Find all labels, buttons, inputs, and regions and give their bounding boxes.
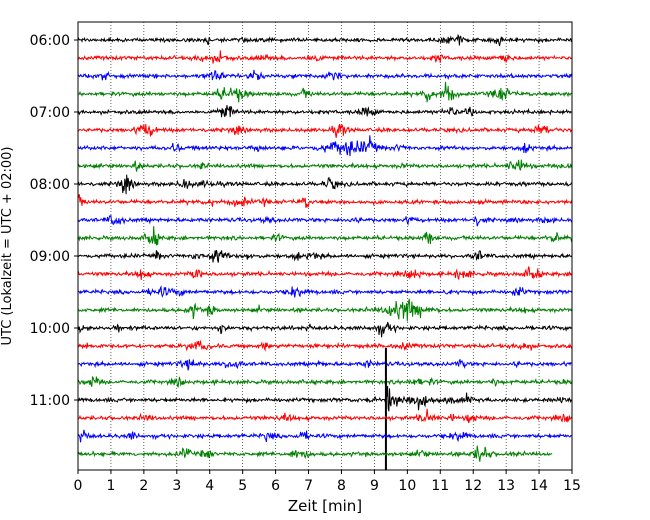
trace-1130 (77, 429, 573, 443)
x-axis-label: Zeit [min] (288, 497, 362, 515)
x-tick-label: 4 (205, 478, 214, 494)
x-tick-label: 2 (139, 478, 148, 494)
trace-0600 (77, 33, 573, 47)
y-tick-label: 09:00 (30, 249, 70, 265)
trace-0945 (78, 298, 573, 322)
y-tick-label: 07:00 (30, 105, 70, 121)
trace-0730 (77, 135, 572, 157)
x-tick-label: 9 (370, 478, 379, 494)
plot-frame (77, 21, 573, 471)
trace-0830 (77, 214, 573, 227)
x-tick-label: 7 (304, 478, 313, 494)
x-tick-label: 5 (238, 478, 247, 494)
trace-0645 (77, 81, 573, 103)
trace-0630 (77, 69, 573, 81)
y-tick-label: 08:00 (30, 177, 70, 193)
x-tick-label: 10 (398, 478, 416, 494)
trace-1145 (77, 445, 553, 462)
trace-0845 (77, 226, 573, 246)
trace-0900 (77, 249, 573, 263)
trace-1000 (77, 321, 573, 338)
x-tick-label: 12 (464, 478, 482, 494)
trace-1045 (77, 375, 573, 389)
x-tick-label: 11 (431, 478, 449, 494)
trace-0800 (77, 174, 573, 195)
x-tick-label: 15 (563, 478, 581, 494)
x-tick-label: 0 (74, 478, 83, 494)
trace-0915 (77, 266, 573, 281)
y-tick-label: 11:00 (30, 393, 70, 409)
x-axis-ticks: 0 1 2 3 4 5 6 7 8 9 10 11 12 13 14 15 (74, 470, 581, 494)
y-axis-ticks: 06:00 07:00 08:00 09:00 10:00 11:00 (30, 33, 78, 409)
trace-0745 (77, 159, 573, 172)
trace-1100 (77, 385, 573, 412)
grid-lines (77, 22, 573, 470)
trace-0615 (77, 50, 573, 64)
trace-1115 (77, 408, 573, 424)
x-tick-label: 3 (172, 478, 181, 494)
y-axis-label: UTC (Lokalzeit = UTC + 02:00) (0, 147, 15, 346)
trace-1015 (77, 340, 573, 352)
trace-1030 (77, 358, 573, 371)
trace-group (77, 33, 573, 470)
x-tick-label: 8 (337, 478, 346, 494)
trace-0715 (77, 124, 573, 138)
x-tick-label: 6 (271, 478, 280, 494)
trace-0700 (77, 105, 573, 118)
x-tick-label: 1 (106, 478, 115, 494)
y-tick-label: 10:00 (30, 321, 70, 337)
trace-0930 (77, 285, 573, 298)
y-tick-label: 06:00 (30, 33, 70, 49)
x-tick-label: 14 (530, 478, 548, 494)
trace-0815 (77, 194, 573, 209)
x-tick-label: 13 (497, 478, 515, 494)
